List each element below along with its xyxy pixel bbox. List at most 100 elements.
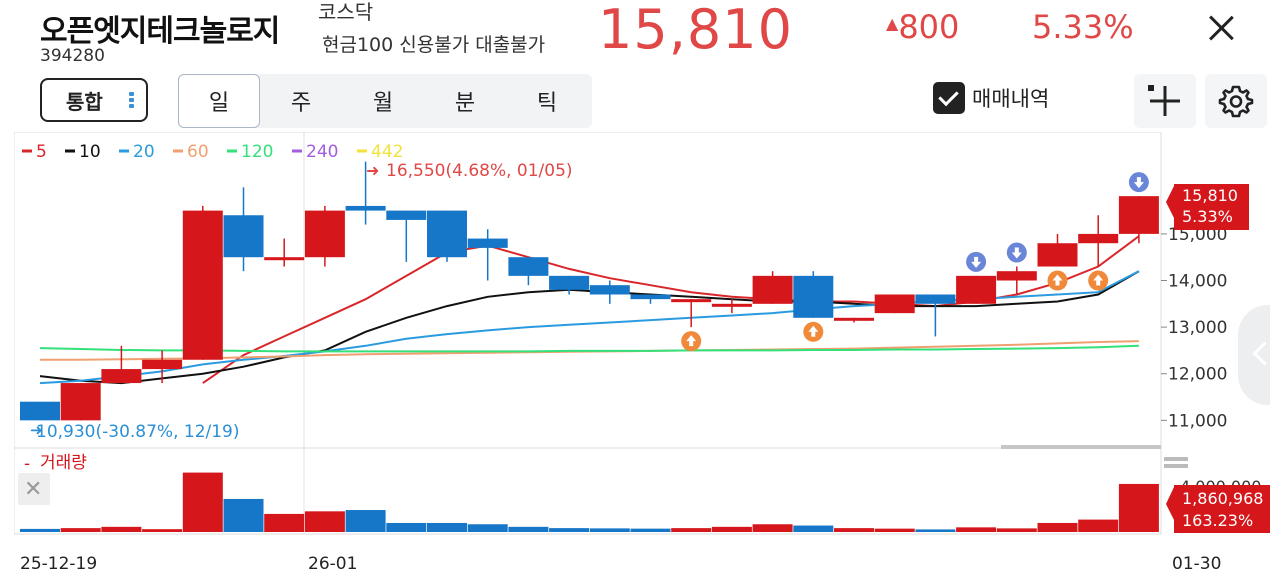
crosshair-button[interactable] xyxy=(1134,74,1196,128)
price-change-value: 800 xyxy=(898,8,960,46)
ma-line-120 xyxy=(39,344,1139,353)
volume-bar xyxy=(60,528,101,532)
candle-body xyxy=(304,210,345,258)
candle-body xyxy=(182,210,223,360)
volume-bar xyxy=(996,528,1037,532)
current-price-box: 15,810 5.33% xyxy=(1166,184,1249,230)
chart-type-label: 통합 xyxy=(66,89,103,114)
trade-history-toggle[interactable]: 매매내역 xyxy=(933,82,1049,114)
volume-pane-border xyxy=(13,447,1162,535)
candle-body xyxy=(589,285,630,295)
volume-box-rate: 163.23% xyxy=(1182,511,1253,530)
candle-body xyxy=(223,215,264,258)
pane-resize-handle-bar[interactable] xyxy=(1164,464,1188,468)
legend-label: 20 xyxy=(133,142,155,162)
current-price-box-value: 15,810 xyxy=(1182,186,1238,205)
arrow-up-icon xyxy=(808,325,819,337)
volume-bars xyxy=(20,472,1159,532)
arrow-down-icon xyxy=(1011,247,1022,259)
tab-minute[interactable]: 분 xyxy=(454,91,476,116)
arrow-down-icon xyxy=(1133,177,1144,189)
candle-body xyxy=(345,205,386,211)
volume-bar xyxy=(101,526,142,532)
candle-body xyxy=(20,401,60,421)
candle-body xyxy=(1037,243,1078,267)
volume-bar xyxy=(20,528,60,532)
pane-resize-handle[interactable] xyxy=(1164,457,1188,461)
gear-icon xyxy=(1218,85,1254,118)
candle-body xyxy=(427,210,467,258)
price-tick-label: 13,000 xyxy=(1168,318,1227,338)
legend-label: 60 xyxy=(187,142,209,162)
legend-label: 10 xyxy=(79,142,101,162)
volume-bar xyxy=(671,528,712,532)
stock-code: 394280 xyxy=(40,46,105,66)
volume-bar xyxy=(874,528,915,532)
tab-tick[interactable]: 틱 xyxy=(536,91,558,116)
arrow-up-icon xyxy=(686,335,697,347)
volume-bar xyxy=(1118,483,1159,532)
scroll-indicator[interactable] xyxy=(1001,445,1161,449)
price-chart[interactable]: 5 10 20 60 120 240 442 15,00014,00013,00012,00… xyxy=(13,131,1270,583)
volume-bar xyxy=(752,524,793,532)
candle-body xyxy=(101,369,142,384)
volume-bar xyxy=(386,522,427,532)
candle-body xyxy=(264,257,305,261)
trade-history-label: 매매내역 xyxy=(972,87,1050,111)
volume-bar xyxy=(834,528,874,532)
volume-box: 1,860,968 163.23% xyxy=(1166,485,1270,533)
date-label-start: 25-12-19 xyxy=(20,554,97,574)
legend-label: 5 xyxy=(36,142,47,162)
settings-button[interactable] xyxy=(1205,74,1267,128)
tab-week[interactable]: 주 xyxy=(290,91,312,116)
tab-day[interactable]: 일 xyxy=(178,74,260,128)
candle-body xyxy=(834,317,874,321)
legend-label: 120 xyxy=(241,142,273,162)
chart-type-button[interactable]: 통합 xyxy=(40,78,148,122)
checkbox-checked-icon[interactable] xyxy=(933,82,965,114)
arrow-right-icon: ➜ xyxy=(366,161,379,180)
volume-bar xyxy=(508,526,549,532)
arrow-right-icon: ➜ xyxy=(30,421,43,439)
ma-legend: 5 10 20 60 120 240 442 xyxy=(22,142,403,162)
volume-bar xyxy=(793,525,834,532)
volume-bar xyxy=(630,528,671,532)
volume-bar xyxy=(223,498,264,532)
price-tick-label: 14,000 xyxy=(1168,272,1227,292)
candle-body xyxy=(915,294,956,304)
up-triangle-icon: ▲ xyxy=(886,13,899,33)
current-price: 15,810 xyxy=(598,0,793,61)
arrow-up-icon xyxy=(1052,274,1063,286)
candles xyxy=(20,161,1159,421)
trade-marks xyxy=(681,172,1149,352)
close-volume-button[interactable] xyxy=(18,473,50,505)
volume-bar xyxy=(427,522,467,532)
volume-legend-dash: - xyxy=(24,454,30,474)
close-icon[interactable]: ✕ xyxy=(24,477,42,502)
ma-line-10 xyxy=(39,270,1140,385)
close-icon[interactable] xyxy=(1203,10,1239,46)
stock-name: 오픈엣지테크놀로지 xyxy=(40,14,280,49)
chart-toolbar: 통합 일 주 월 분 틱 매매내역 xyxy=(0,72,1270,130)
arrow-up-icon xyxy=(1093,274,1104,286)
change-rate: 5.33% xyxy=(1032,8,1134,46)
price-change: ▲800 xyxy=(886,8,959,46)
volume-bar xyxy=(182,472,223,532)
side-panel-handle[interactable] xyxy=(1238,305,1270,405)
volume-bar xyxy=(304,511,345,532)
candle-body xyxy=(996,271,1037,281)
legend-label: 240 xyxy=(306,142,338,162)
candle-body xyxy=(874,294,915,314)
volume-bar xyxy=(264,513,305,532)
tab-month[interactable]: 월 xyxy=(372,91,394,116)
volume-box-value: 1,860,968 xyxy=(1182,489,1263,508)
volume-bar xyxy=(142,529,183,532)
chart-area[interactable]: 5 10 20 60 120 240 442 15,000 14,000 13,000 12,00… xyxy=(13,131,1270,583)
date-label-month: 26-01 xyxy=(308,554,357,574)
candle-body xyxy=(793,275,834,318)
price-tick-label: 12,000 xyxy=(1168,365,1227,385)
candle-body xyxy=(508,257,549,276)
candle-body xyxy=(956,275,997,304)
candle-body xyxy=(142,359,183,370)
